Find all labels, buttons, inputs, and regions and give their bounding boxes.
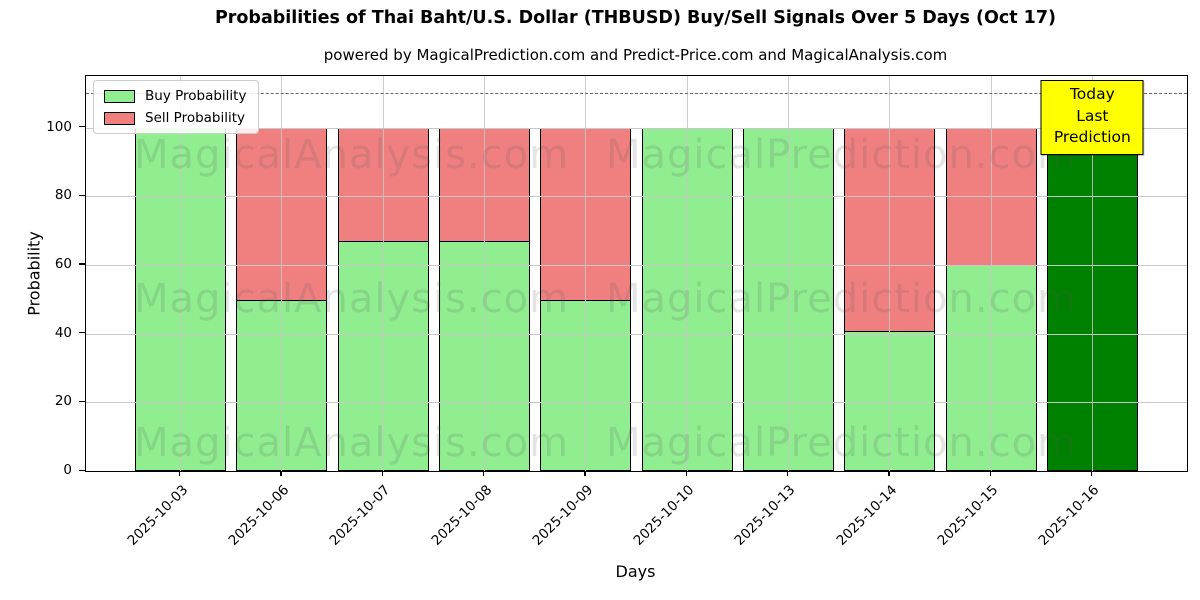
vertical-gridline <box>990 76 992 471</box>
y-tick-label: 60 <box>54 255 72 272</box>
annotation-line2: Last Prediction <box>1053 106 1131 147</box>
x-tick-label: 2025-10-09 <box>529 482 597 549</box>
vertical-gridline <box>180 76 182 471</box>
vertical-gridline <box>889 76 891 471</box>
vertical-gridline <box>787 76 789 471</box>
chart-subtitle: powered by MagicalPrediction.com and Pre… <box>323 46 948 64</box>
watermark-text: MagicalPrediction.com <box>606 132 1077 178</box>
vertical-gridline <box>686 76 688 471</box>
x-tick-label: 2025-10-14 <box>833 482 901 549</box>
x-tick-mark <box>685 471 687 477</box>
vertical-gridline <box>484 76 486 471</box>
x-tick-mark <box>989 471 991 477</box>
x-tick-mark <box>888 471 890 477</box>
x-tick-mark <box>483 471 485 477</box>
watermark-text: MagicalAnalysis.com <box>134 276 570 322</box>
y-tick-mark <box>79 194 85 196</box>
x-tick-mark <box>786 471 789 477</box>
y-tick-mark <box>79 263 85 265</box>
sell-probability-swatch <box>104 111 135 125</box>
watermark-text: MagicalPrediction.com <box>606 420 1077 466</box>
x-tick-mark <box>381 471 384 477</box>
vertical-gridline <box>1091 76 1093 471</box>
legend-label-sell: Sell Probability <box>145 110 246 126</box>
vertical-gridline <box>281 76 283 471</box>
plot-area: MagicalAnalysis.com MagicalPrediction.com… <box>85 75 1188 472</box>
x-tick-label: 2025-10-03 <box>124 482 191 549</box>
x-tick-label: 2025-10-15 <box>934 482 1002 549</box>
buy-probability-swatch <box>104 89 135 103</box>
horizontal-gridline <box>86 402 1187 404</box>
y-tick-label: 40 <box>54 324 72 341</box>
threshold-dashed-line <box>86 93 1187 95</box>
legend-item-sell: Sell Probability <box>104 110 246 126</box>
watermark-text: MagicalAnalysis.com <box>134 420 570 466</box>
x-tick-label: 2025-10-08 <box>428 482 495 549</box>
x-tick-mark <box>280 471 282 477</box>
x-tick-mark <box>584 471 586 477</box>
legend-item-buy: Buy Probability <box>104 88 246 104</box>
y-tick-mark <box>79 332 85 334</box>
x-tick-label: 2025-10-13 <box>731 482 799 549</box>
horizontal-gridline <box>86 196 1187 198</box>
y-tick-mark <box>79 469 85 471</box>
x-tick-label: 2025-10-16 <box>1035 482 1103 549</box>
x-axis-label: Days <box>615 562 656 581</box>
legend-label-buy: Buy Probability <box>145 88 247 104</box>
x-tick-mark <box>179 471 181 477</box>
horizontal-gridline <box>86 333 1187 335</box>
y-tick-label: 20 <box>54 393 72 410</box>
x-tick-label: 2025-10-07 <box>326 482 394 549</box>
horizontal-gridline <box>86 264 1187 266</box>
horizontal-gridline <box>86 127 1187 129</box>
x-tick-label: 2025-10-10 <box>630 482 698 549</box>
watermark-text: MagicalAnalysis.com <box>134 132 570 178</box>
y-tick-label: 80 <box>54 187 72 204</box>
today-annotation: Today Last Prediction <box>1040 80 1144 156</box>
y-tick-label: 100 <box>46 118 72 135</box>
vertical-gridline <box>585 76 587 471</box>
annotation-line1: Today <box>1069 85 1115 103</box>
x-tick-mark <box>1090 471 1093 477</box>
x-tick-label: 2025-10-06 <box>225 482 293 549</box>
y-tick-mark <box>79 400 85 403</box>
y-tick-label: 0 <box>63 462 72 478</box>
y-tick-mark <box>79 126 85 128</box>
vertical-gridline <box>382 76 384 471</box>
watermark-text: MagicalPrediction.com <box>606 276 1077 322</box>
y-axis-label: Probability <box>24 231 44 316</box>
legend: Buy Probability Sell Probability <box>93 80 260 134</box>
chart-title: Probabilities of Thai Baht/U.S. Dollar (… <box>214 8 1057 28</box>
